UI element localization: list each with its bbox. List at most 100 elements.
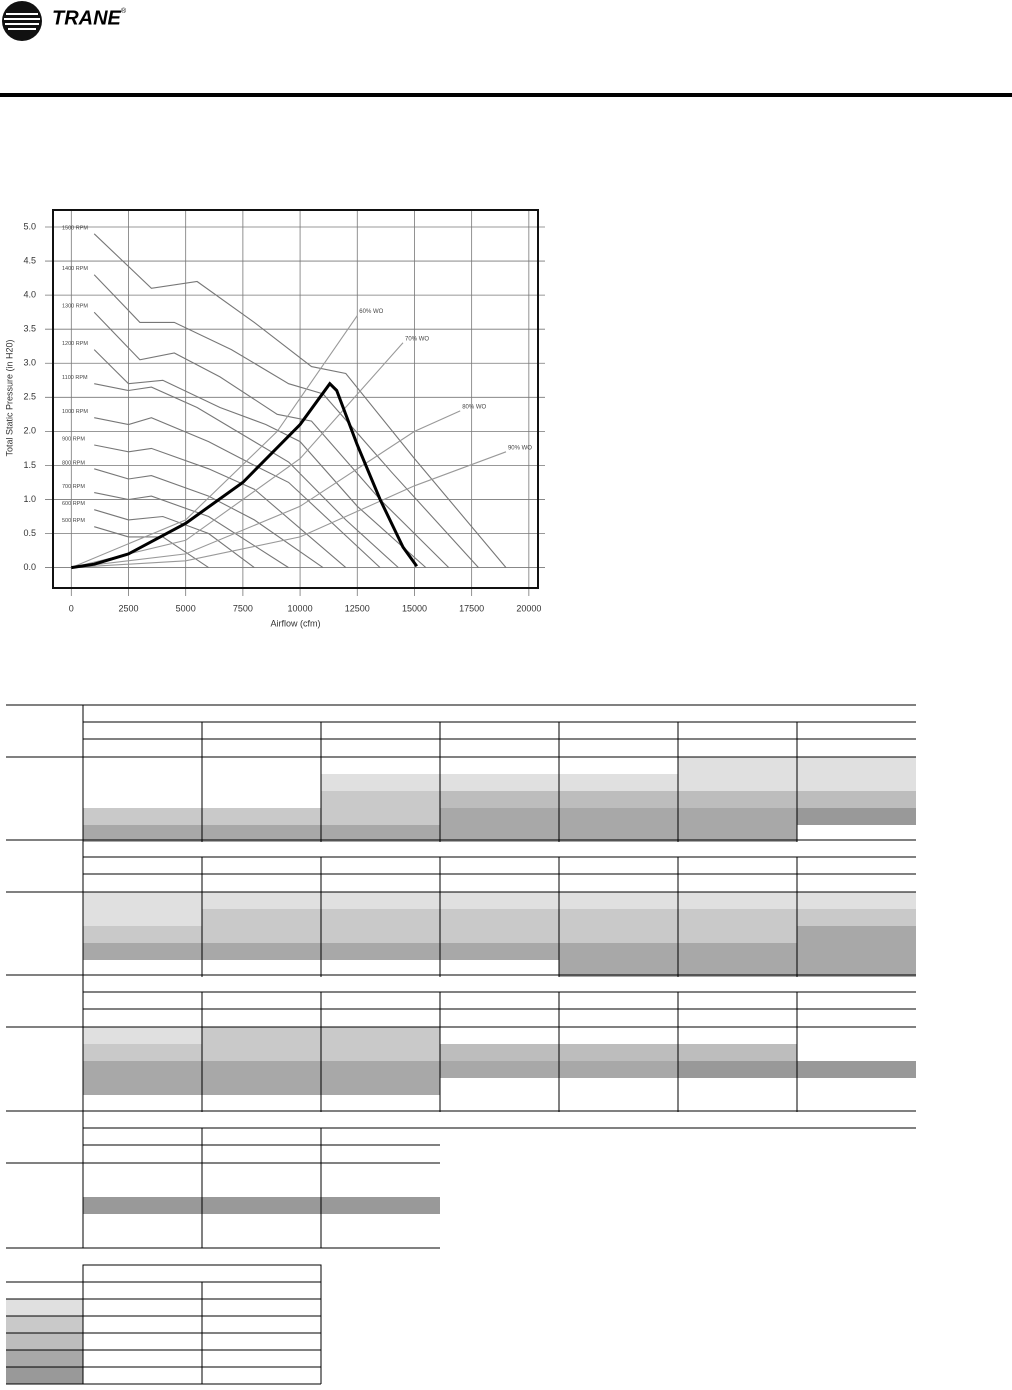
table-cell-shade: [202, 808, 321, 825]
table-cell-shade: [440, 1061, 559, 1078]
table-cell-shade: [559, 1044, 678, 1061]
table-cell-shade: [321, 926, 440, 943]
legend-swatch: [6, 1367, 83, 1384]
series-line: [93, 233, 507, 568]
table-cell-shade: [202, 1061, 321, 1078]
table-cell-shade: [440, 825, 559, 842]
y-tick-label: 5.0: [23, 221, 36, 231]
y-tick-label: 1.5: [23, 460, 36, 470]
y-tick-label: 2.0: [23, 426, 36, 436]
x-tick-label: 5000: [176, 603, 196, 613]
y-tick-label: 2.5: [23, 392, 36, 402]
y-tick-label: 1.0: [23, 494, 36, 504]
series-line: [71, 315, 358, 569]
series-line: [94, 509, 255, 569]
legend-swatch: [6, 1333, 83, 1350]
table-cell-shade: [83, 909, 202, 926]
table-cell-shade: [83, 1197, 202, 1214]
table-cell-shade: [797, 909, 916, 926]
x-tick-label: 15000: [402, 603, 427, 613]
table-cell-shade: [83, 1061, 202, 1078]
table-cell-shade: [678, 791, 797, 808]
table-cell-shade: [202, 943, 321, 960]
logo-emblem: [2, 1, 42, 41]
table-cell-shade: [202, 926, 321, 943]
table-cell-shade: [797, 926, 916, 943]
table-cell-shade: [83, 1044, 202, 1061]
logo-stripes: [4, 13, 40, 30]
series-line: [94, 468, 324, 569]
series-line: [71, 381, 419, 570]
series-label: 1000 RPM: [62, 409, 88, 415]
series-line: [93, 311, 450, 568]
table-cell-shade: [797, 960, 916, 977]
table-cell-shade: [83, 825, 202, 842]
series-line: [94, 383, 399, 569]
table-cell-shade: [440, 892, 559, 909]
table-cell-shade: [797, 791, 916, 808]
table-cell-shade: [321, 1044, 440, 1061]
table-cell-shade: [559, 943, 678, 960]
series-line: [93, 349, 427, 569]
logo: TRANE ®: [2, 1, 127, 41]
table-cell-shade: [797, 757, 916, 774]
table-cell-shade: [559, 909, 678, 926]
table-cell-shade: [321, 808, 440, 825]
series-label: 60% WO: [359, 309, 383, 315]
table-cell-shade: [559, 926, 678, 943]
series-line: [94, 444, 347, 569]
table-cell-shade: [559, 808, 678, 825]
table-cell-shade: [202, 1197, 321, 1214]
table-cell-shade: [440, 926, 559, 943]
table-cell-shade: [321, 1078, 440, 1095]
brand-mark: ®: [121, 7, 127, 15]
tables: [6, 704, 916, 1385]
series-line: [71, 410, 461, 569]
table-cell-shade: [678, 1061, 797, 1078]
series-label: 600 RPM: [62, 501, 85, 507]
table-cell-shade: [678, 960, 797, 977]
table-cell-shade: [83, 808, 202, 825]
table-cell-shade: [202, 892, 321, 909]
series-line: [94, 417, 381, 569]
series-label: 900 RPM: [62, 436, 85, 442]
y-tick-label: 0.5: [23, 528, 36, 538]
y-tick-label: 4.0: [23, 290, 36, 300]
y-tick-label: 3.5: [23, 324, 36, 334]
y-axis-label: Total Static Pressure (in H20): [4, 339, 14, 456]
table-cell-shade: [797, 943, 916, 960]
table-cell-shade: [678, 1044, 797, 1061]
x-tick-label: 17500: [459, 603, 484, 613]
legend-swatch: [6, 1316, 83, 1333]
table-cell-shade: [678, 926, 797, 943]
table-cell-shade: [202, 1044, 321, 1061]
table-cell-shade: [321, 1027, 440, 1044]
table-cell-shade: [678, 825, 797, 842]
x-tick-label: 2500: [118, 603, 138, 613]
series-line: [93, 274, 479, 568]
table-cell-shade: [797, 892, 916, 909]
table-cell-shade: [559, 825, 678, 842]
legend-swatch: [6, 1350, 83, 1367]
table-cell-shade: [559, 791, 678, 808]
table-cell-shade: [797, 1061, 916, 1078]
table-cell-shade: [202, 825, 321, 842]
series-label: 1100 RPM: [62, 375, 88, 381]
x-axis-label: Airflow (cfm): [271, 618, 321, 628]
series-label: 1400 RPM: [62, 266, 88, 272]
series-label: 500 RPM: [62, 518, 85, 524]
series-line: [94, 526, 209, 569]
chart: 0.0 0.5 1.0 1.5 2.0 2.5 3.0 3.5 4.0 4.5 5.0 0 2500 50…: [4, 209, 545, 628]
x-tick-label: 10000: [288, 603, 313, 613]
table-cell-shade: [83, 1078, 202, 1095]
y-tick-label: 3.0: [23, 358, 36, 368]
table-cell-shade: [83, 1027, 202, 1044]
table-cell-shade: [321, 909, 440, 926]
legend-head: [82, 1264, 322, 1283]
series-label: 1500 RPM: [62, 225, 88, 231]
table-cell-shade: [678, 892, 797, 909]
table-cell-shade: [321, 892, 440, 909]
legend-swatch: [6, 1282, 83, 1299]
